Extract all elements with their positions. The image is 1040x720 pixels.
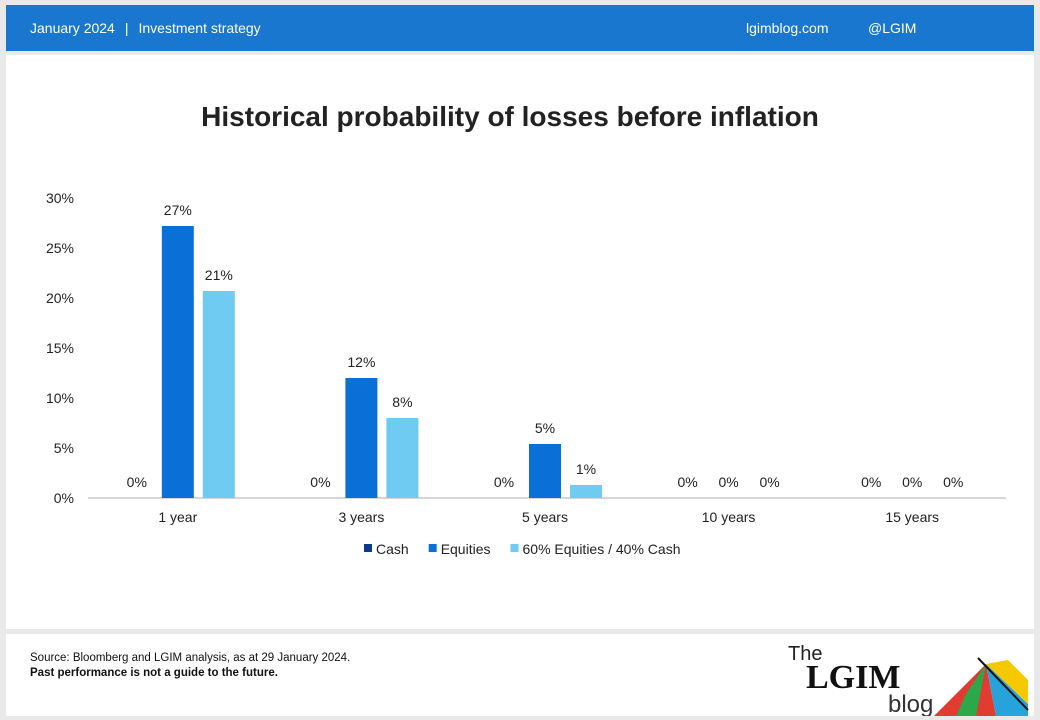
legend-label: Cash xyxy=(376,541,409,557)
legend-swatch-1 xyxy=(428,544,437,552)
data-label: 0% xyxy=(861,474,881,490)
x-tick-label: 15 years xyxy=(885,509,939,525)
x-tick-label: 1 year xyxy=(158,509,197,525)
header-separator: | xyxy=(124,20,129,36)
data-label: 0% xyxy=(127,474,147,490)
data-label: 21% xyxy=(205,267,233,283)
data-label: 8% xyxy=(392,394,412,410)
source-note: Source: Bloomberg and LGIM analysis, as … xyxy=(30,652,351,664)
x-tick-label: 10 years xyxy=(702,509,756,525)
legend-label: 60% Equities / 40% Cash xyxy=(523,541,681,557)
logo-blog: blog xyxy=(888,691,933,716)
data-label: 0% xyxy=(759,474,779,490)
lgim-blog-logo: The LGIM blog xyxy=(788,643,1029,716)
logo-lgim: LGIM xyxy=(806,659,900,696)
data-label: 0% xyxy=(310,474,330,490)
data-label: 5% xyxy=(535,420,555,436)
header-bar: January 2024 | Investment strategy lgimblo… xyxy=(6,5,1034,51)
y-tick-label: 10% xyxy=(46,390,74,406)
data-label: 12% xyxy=(347,354,375,370)
y-tick-label: 25% xyxy=(46,240,74,256)
legend-label: Equities xyxy=(441,541,491,557)
data-label: 0% xyxy=(677,474,697,490)
bar-1-1 xyxy=(345,378,378,498)
y-tick-label: 5% xyxy=(54,440,74,456)
data-label: 0% xyxy=(943,474,963,490)
bar-2-0 xyxy=(202,291,235,498)
x-tick-label: 5 years xyxy=(522,509,568,525)
header-category: Investment strategy xyxy=(138,20,261,36)
data-label: 0% xyxy=(718,474,738,490)
y-tick-label: 30% xyxy=(46,190,74,206)
y-tick-label: 20% xyxy=(46,290,74,306)
data-label: 0% xyxy=(494,474,514,490)
data-label: 0% xyxy=(902,474,922,490)
social-handle-link[interactable]: @LGIM xyxy=(868,20,917,36)
bar-2-1 xyxy=(386,418,419,498)
y-tick-label: 0% xyxy=(54,490,74,506)
header-left: January 2024 | Investment strategy xyxy=(30,20,261,36)
bar-2-2 xyxy=(570,485,602,498)
chart-canvas: Historical probability of losses before … xyxy=(46,101,1006,557)
y-tick-label: 15% xyxy=(46,340,74,356)
bar-1-0 xyxy=(161,226,194,498)
site-link[interactable]: lgimblog.com xyxy=(746,20,829,36)
header-date: January 2024 xyxy=(30,20,115,36)
legend-swatch-0 xyxy=(364,544,372,552)
chart-title: Historical probability of losses before … xyxy=(201,101,819,132)
x-tick-label: 3 years xyxy=(338,509,384,525)
data-label: 27% xyxy=(164,202,192,218)
data-label: 1% xyxy=(576,461,596,477)
bar-1-2 xyxy=(529,444,561,498)
logo-the: The xyxy=(788,643,822,665)
footer: Source: Bloomberg and LGIM analysis, as … xyxy=(6,634,1034,716)
disclaimer-note: Past performance is not a guide to the f… xyxy=(30,667,278,679)
umbrella-icon xyxy=(934,657,1029,716)
legend-swatch-2 xyxy=(510,544,519,552)
